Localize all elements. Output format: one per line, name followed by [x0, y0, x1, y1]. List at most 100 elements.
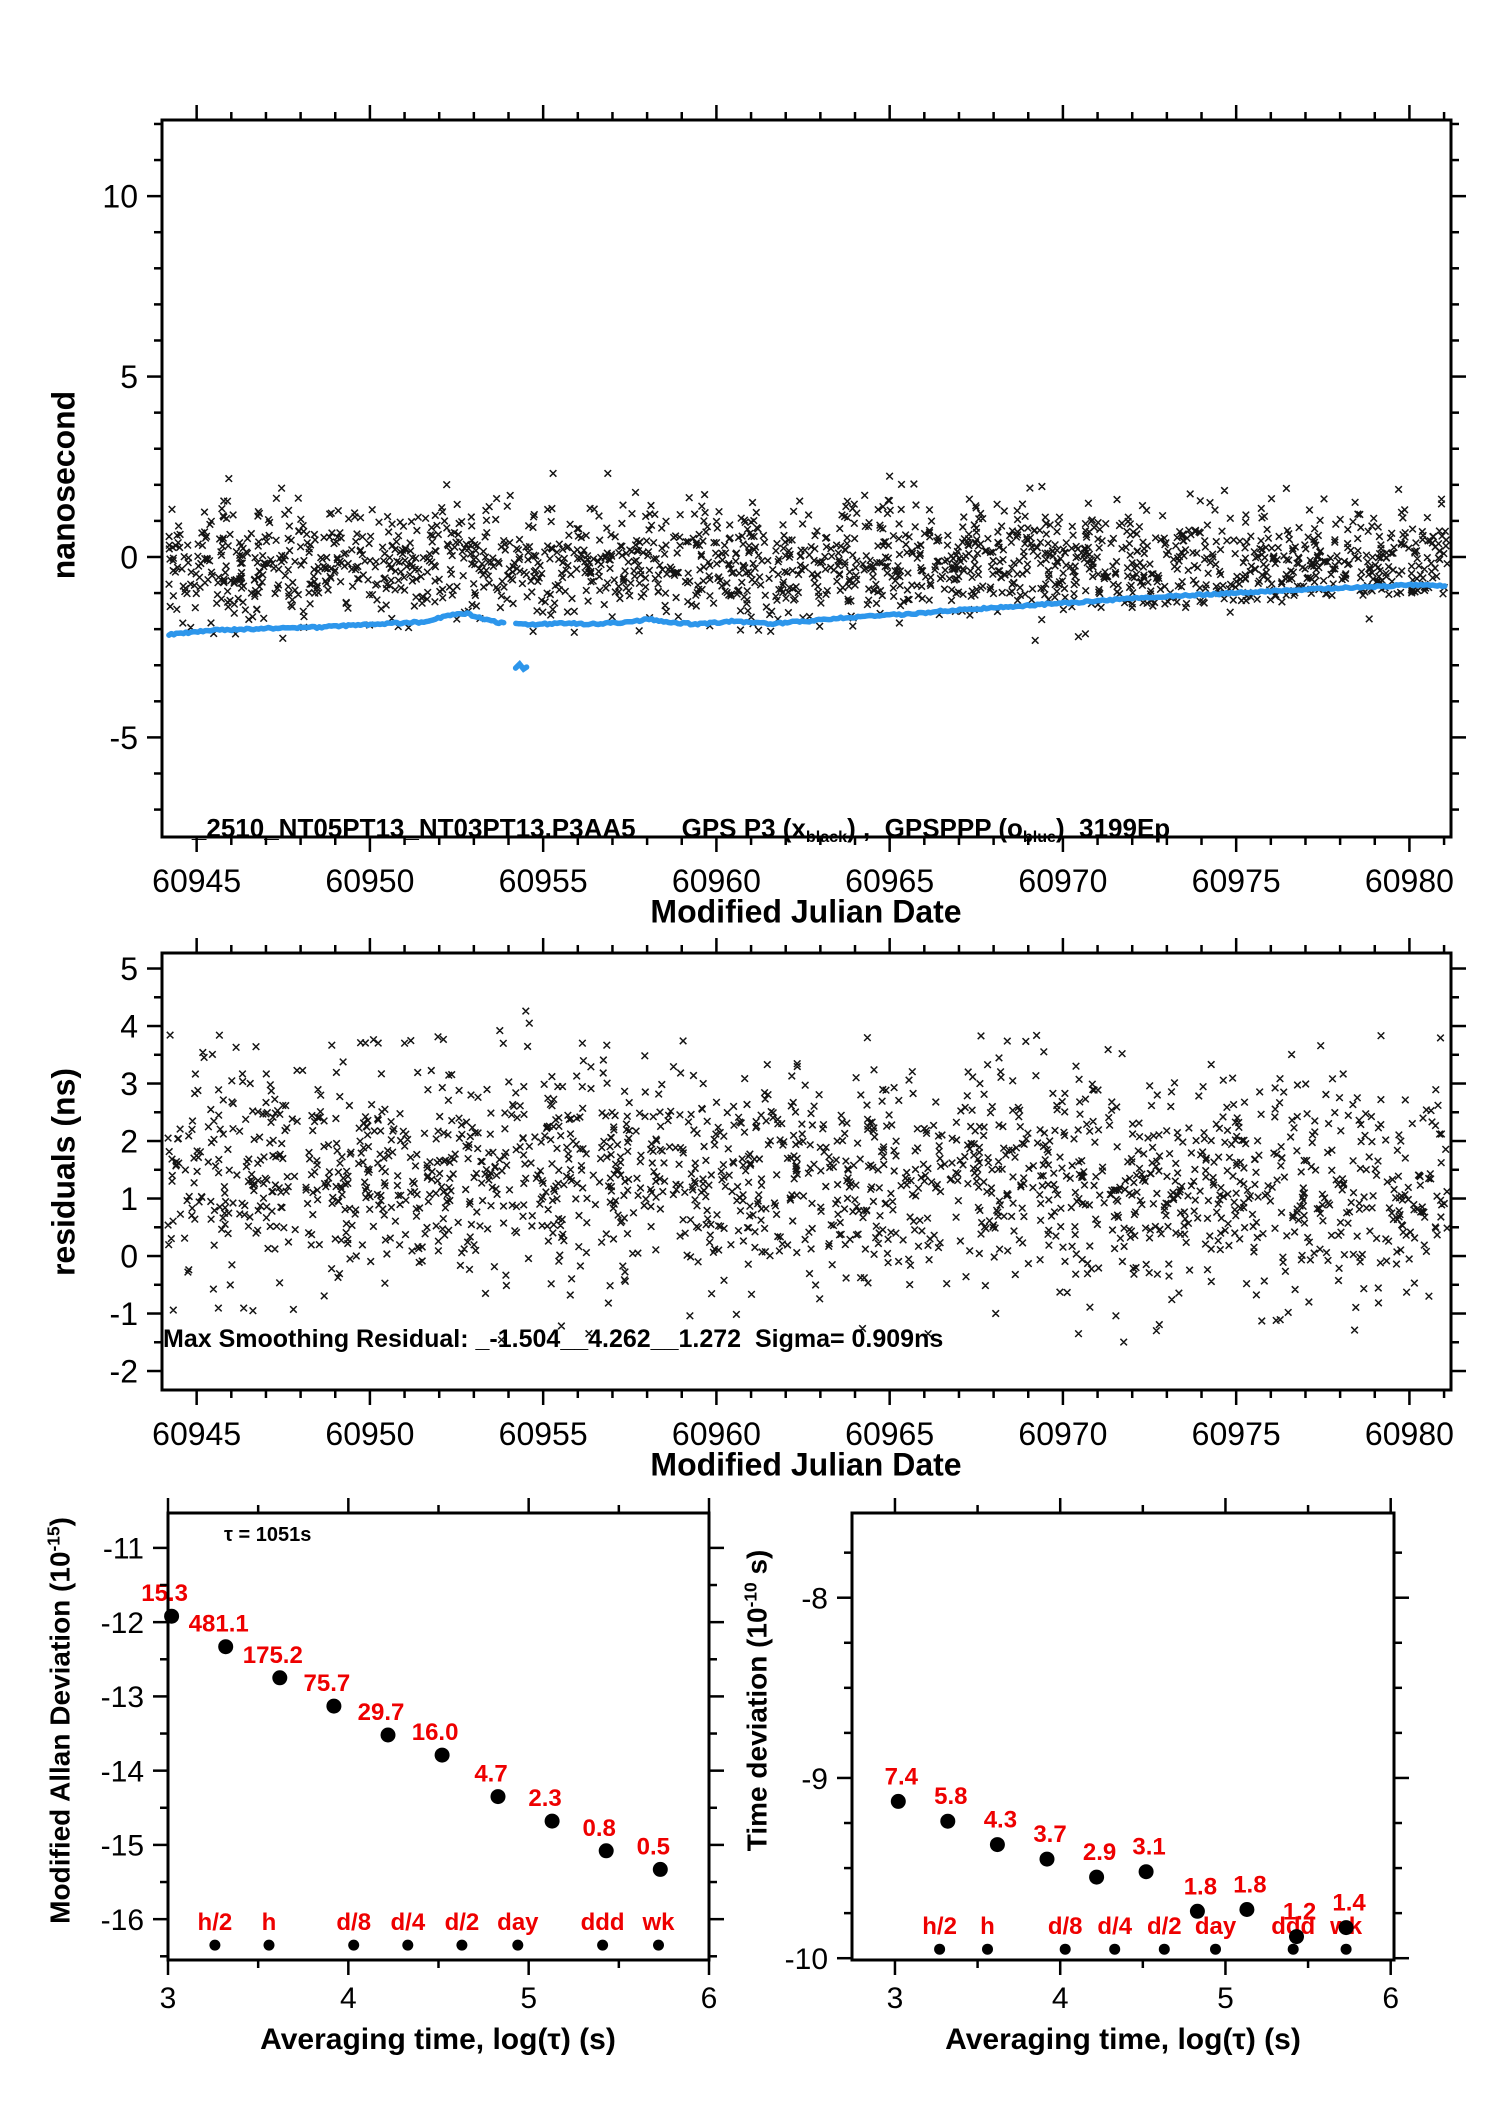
y-tick-label: -8	[801, 1583, 828, 1616]
plot-frame	[160, 118, 1453, 839]
smoothed-curve-outlier	[512, 659, 530, 673]
plot-frame	[160, 951, 1453, 1392]
time-marker-label: h/2	[198, 1909, 233, 1936]
data-point	[598, 1843, 614, 1859]
data-point	[1089, 1869, 1105, 1885]
x-tick-label: 60970	[1018, 1416, 1107, 1452]
time-marker-dot	[1340, 1943, 1352, 1955]
x-tick-label: 4	[340, 1982, 357, 2015]
x-tick-label: 60950	[325, 863, 414, 899]
point-value-label: 1.8	[1184, 1873, 1217, 1900]
axes-time-deviation: 3 4 5 6 -10 -9 -8	[785, 1498, 1409, 2015]
y-tick-label: 3	[120, 1066, 138, 1102]
x-tick-label: 60945	[152, 863, 241, 899]
point-value-label: 175.2	[243, 1642, 303, 1669]
mdev-y-axis-title-close: )	[44, 1517, 76, 1527]
mdev-y-axis-title: Modified Allan Deviation (10-15)	[12, 1517, 109, 1955]
data-point	[1039, 1851, 1055, 1867]
y-tick-label: 2	[120, 1124, 138, 1160]
y-tick-label: -1	[110, 1296, 138, 1332]
x-tick-label: 60980	[1365, 863, 1454, 899]
y-tick-label: -12	[101, 1607, 144, 1640]
data-point	[544, 1813, 560, 1829]
y-tick-label: 5	[120, 951, 138, 987]
y-tick-label: 10	[102, 179, 138, 215]
x-tick-label: 6	[701, 1982, 718, 2015]
panel-residuals	[164, 1007, 1451, 1346]
point-value-label: 29.7	[358, 1699, 405, 1726]
x-tick-label: 3	[887, 1982, 904, 2015]
legend-separator: ) , GPSPPP (o	[847, 813, 1023, 843]
data-point	[940, 1813, 956, 1829]
mdev-exponent: -15	[43, 1526, 64, 1552]
x-tick-label: 4	[1052, 1982, 1069, 2015]
x-tick-label: 60970	[1018, 863, 1107, 899]
y-tick-label: -2	[110, 1354, 138, 1390]
time-marker-dot	[1287, 1943, 1299, 1955]
axes-residuals: 60945 60950 60955 60960 60965 60970 60975 60980…	[110, 938, 1466, 1452]
y-tick-label: -5	[110, 720, 138, 756]
data-point	[1338, 1920, 1354, 1936]
time-marker-dot	[1158, 1943, 1170, 1955]
time-marker-label: h	[262, 1909, 277, 1936]
middle-y-axis-title: residuals (ns)	[45, 1067, 82, 1277]
data-point	[490, 1789, 506, 1805]
time-marker-dot	[512, 1939, 524, 1951]
tdev-exponent: -10	[740, 1582, 761, 1608]
time-marker-dot	[263, 1939, 275, 1951]
series1-subscript: black	[805, 827, 848, 846]
x-tick-label: 3	[160, 1982, 177, 2015]
point-value-label: 5.8	[934, 1783, 967, 1810]
series2-subscript: blue	[1022, 827, 1056, 846]
x-tick-label: 60955	[499, 1416, 588, 1452]
point-value-label: 0.8	[583, 1815, 616, 1842]
series1-legend: GPS P3 (x	[681, 813, 806, 843]
x-tick-label: 60960	[672, 1416, 761, 1452]
data-point	[272, 1670, 288, 1686]
point-value-label: 1.2	[1283, 1899, 1316, 1926]
x-tick-label: 60975	[1192, 1416, 1281, 1452]
time-marker-label: d/4	[1097, 1913, 1132, 1940]
data-point	[890, 1793, 906, 1809]
y-tick-label: -13	[101, 1681, 144, 1714]
y-tick-label: 0	[120, 1239, 138, 1275]
tdev-y-axis-title-text: Time deviation (10	[741, 1607, 773, 1852]
epoch-count: ) 3199Ep	[1056, 813, 1171, 843]
middle-x-axis-title: Modified Julian Date	[650, 1446, 962, 1483]
x-tick-label: 5	[1217, 1982, 1234, 2015]
time-marker-dot	[402, 1939, 414, 1951]
time-marker-label: d/2	[445, 1909, 480, 1936]
axes-time-differences: 60945 60950 60955 60960 60965 60970 60975 60980…	[102, 105, 1466, 899]
panel-time-deviation: h/2hd/8d/4d/2daydddwk7.45.84.33.72.93.11…	[885, 1763, 1366, 1955]
smoothed-gpsppp-curve	[166, 581, 1448, 638]
time-marker-dot	[1059, 1943, 1071, 1955]
axes-modified-allan-deviation: 3 4 5 6 -16 -15 -14 -13 -12 -11	[101, 1498, 724, 2015]
point-value-label: 1.4	[1332, 1890, 1366, 1917]
residual-stats-text: Max Smoothing Residual: _-1.504__4.262__…	[163, 1325, 944, 1353]
time-marker-dot	[653, 1939, 664, 1951]
plot-frame	[850, 1511, 1396, 1962]
time-marker-label: d/4	[390, 1909, 425, 1936]
data-point	[1239, 1902, 1255, 1917]
x-tick-label: 60980	[1365, 1416, 1454, 1452]
data-point	[1189, 1903, 1205, 1919]
y-tick-label: -15	[101, 1830, 144, 1863]
y-tick-label: 4	[120, 1009, 138, 1045]
scatter-x-markers	[164, 1007, 1451, 1346]
x-tick-label: 60945	[152, 1416, 241, 1452]
tdev-x-axis-title: Averaging time, log(τ) (s)	[945, 2023, 1301, 2056]
x-tick-label: 60950	[325, 1416, 414, 1452]
point-value-label: 3.7	[1033, 1821, 1066, 1848]
y-tick-label: -11	[103, 1533, 144, 1566]
y-tick-label: 0	[120, 540, 138, 576]
time-marker-dot	[209, 1939, 221, 1951]
mdev-x-axis-title: Averaging time, log(τ) (s)	[260, 2023, 616, 2056]
tau-annotation: τ = 1051s	[224, 1524, 312, 1546]
point-value-label: 1.8	[1233, 1872, 1266, 1899]
panel-time-differences	[165, 469, 1452, 673]
x-tick-label: 60955	[499, 863, 588, 899]
data-point	[1138, 1864, 1154, 1880]
top-y-axis-title: nanosecond	[45, 390, 82, 580]
data-point	[989, 1837, 1005, 1853]
